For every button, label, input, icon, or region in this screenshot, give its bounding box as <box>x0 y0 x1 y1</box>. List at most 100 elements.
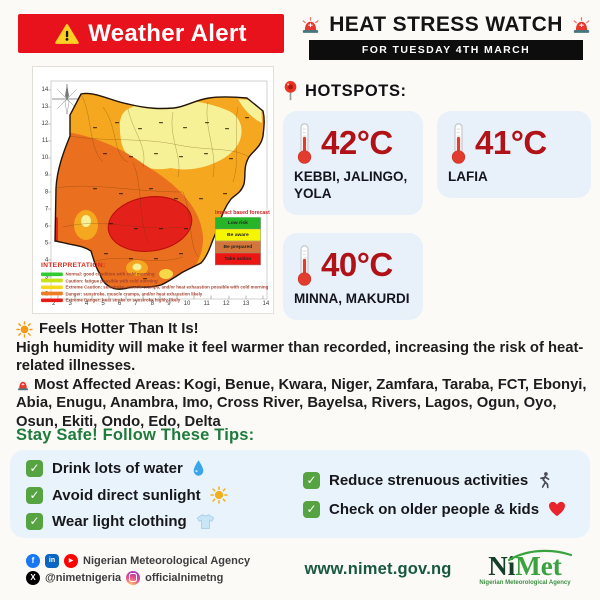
axis-tick-label: 8 <box>44 188 49 195</box>
hotspot-cities: LAFIA <box>448 169 488 184</box>
interpretation-item: Caution: fatigue possible with cold morn… <box>41 278 270 283</box>
axis-tick-label: 7 <box>134 300 138 307</box>
hotspot-temperature: 42°C <box>321 124 393 161</box>
state-boundaries <box>55 93 250 263</box>
check-icon: ✓ <box>26 459 43 477</box>
impact-legend: Impact based forecast Low risk Be aware … <box>215 210 270 266</box>
stay-safe-title: Stay Safe! Follow These Tips: <box>16 426 255 444</box>
logo-tagline: Nigerian Meteorological Agency <box>479 579 571 586</box>
nigeria-outline <box>54 92 265 290</box>
affected-areas: Most Affected Areas: Kogi, Benue, Kwara, … <box>16 376 591 432</box>
hotspot-card: 40°C MINNA, MAKURDI <box>283 232 423 320</box>
interpretation-legend: INTERPRETATION: Normal: good condition w… <box>41 261 270 304</box>
axis-tick-label: 2 <box>52 300 56 307</box>
siren-icon <box>17 381 29 391</box>
axis-tick-label: 7 <box>44 205 49 212</box>
hotspots-section: HOTSPOTS: 42°C KEBBI, JALINGO, YOLA <box>283 80 595 320</box>
legend-swatch <box>41 272 63 276</box>
axis-tick-label: 10 <box>183 300 191 307</box>
advisory-section: Feels Hotter Than It Is! High humidity w… <box>16 320 591 432</box>
interpretation-item: Normal: good condition with cold morning <box>41 271 270 277</box>
state-label-marks <box>93 117 249 280</box>
droplet-icon <box>193 460 204 476</box>
tip-item: ✓ Avoid direct sunlight <box>26 486 281 504</box>
youtube-icon[interactable]: ▶ <box>64 553 78 568</box>
legend-swatch <box>41 298 63 302</box>
linkedin-icon[interactable]: in <box>45 553 59 568</box>
axis-tick-label: 4 <box>44 256 49 264</box>
impact-legend-item: Be prepared <box>215 241 261 254</box>
axis-tick-label: 4 <box>84 300 89 307</box>
watch-header: HEAT STRESS WATCH FOR TUESDAY 4TH MARCH <box>298 13 594 60</box>
facebook-icon[interactable]: f <box>26 553 40 568</box>
humidity-note: High humidity will make it feel warmer t… <box>16 339 584 375</box>
x-handle[interactable]: @nimetnigeria <box>45 571 122 584</box>
axis-tick-label: 9 <box>44 171 49 178</box>
interpretation-item: Danger: sunstroke, muscle cramps, and/or… <box>41 291 270 296</box>
siren-icon <box>573 17 590 33</box>
map-region-low-risk <box>119 99 242 170</box>
affected-areas-list: Kogi, Benue, Kwara, Niger, Zamfara, Tara… <box>16 376 587 430</box>
axis-tick-label: 13 <box>242 300 250 307</box>
tip-item: ✓ Drink lots of water <box>26 459 281 477</box>
feels-hotter-title: Feels Hotter Than It Is! <box>39 321 199 337</box>
hotspot-card: 42°C KEBBI, JALINGO, YOLA <box>283 111 423 215</box>
siren-icon <box>302 17 319 33</box>
thermometer-icon <box>297 123 312 164</box>
sun-icon <box>16 321 33 338</box>
plot-frame <box>50 80 268 300</box>
interpretation-item: Extreme Danger: heat stroke or sunstroke… <box>41 297 270 303</box>
hotspot-cities: KEBBI, JALINGO, YOLA <box>294 169 408 201</box>
footer: f in ▶ Nigerian Meteorological Agency X … <box>0 546 600 600</box>
x-twitter-icon[interactable]: X <box>26 570 40 585</box>
instagram-icon[interactable] <box>126 570 141 585</box>
website-link[interactable]: www.nimet.gov.ng <box>304 559 452 578</box>
impact-legend-item: Take action <box>215 253 261 266</box>
impact-legend-title: Impact based forecast <box>215 210 270 216</box>
map-patch-south-east <box>159 269 173 279</box>
map-pin-icon <box>284 81 297 101</box>
tips-box: ✓ Drink lots of water ✓ Avoid direct sun… <box>10 450 590 538</box>
heat-map-panel: 14 13 12 11 10 9 8 7 6 5 4 3 2 2 3 4 5 6 7 8 9 10 11 12 13 14 Im… <box>32 66 274 314</box>
tip-item: ✓ Reduce strenuous activities <box>303 470 566 490</box>
axis-tick-label: 13 <box>41 103 49 110</box>
sun-icon <box>209 486 228 504</box>
axis-tick-label: 5 <box>44 239 49 247</box>
logo-met: Met <box>515 550 562 581</box>
thermometer-icon <box>297 244 312 286</box>
axis-tick-label: 14 <box>262 300 270 307</box>
x-axis-tick-marks <box>57 295 264 299</box>
agency-name: Nigerian Meteorological Agency <box>83 554 251 567</box>
weather-alert-label: Weather Alert <box>88 19 247 47</box>
check-icon: ✓ <box>303 471 320 489</box>
affected-areas-label: Most Affected Areas: <box>34 376 181 393</box>
check-icon: ✓ <box>26 513 43 530</box>
hotspots-title: HOTSPOTS: <box>305 81 407 100</box>
thermometer-icon <box>451 123 466 164</box>
logo-swoosh <box>508 549 572 561</box>
warning-icon <box>55 23 79 44</box>
map-patch-sw-core <box>81 215 91 227</box>
legend-swatch <box>41 285 63 289</box>
hotspot-temperature: 41°C <box>475 124 547 161</box>
legend-swatch <box>41 278 63 283</box>
map-patch-south-core <box>132 263 142 271</box>
axis-tick-label: 3 <box>44 273 49 281</box>
instagram-handle[interactable]: officialnimetng <box>145 571 224 584</box>
axis-tick-label: 9 <box>167 300 171 307</box>
axis-tick-label: 14 <box>41 86 49 93</box>
check-icon: ✓ <box>303 500 320 518</box>
axis-tick-label: 12 <box>222 300 230 307</box>
logo-ni: Ni <box>488 550 516 581</box>
nimet-logo: NiMet Nigerian Meteorological Agency <box>466 549 584 586</box>
social-block: f in ▶ Nigerian Meteorological Agency X … <box>26 551 290 588</box>
map-region-extreme <box>107 196 193 252</box>
impact-legend-item: Low risk <box>215 217 261 230</box>
axis-tick-label: 6 <box>44 222 49 229</box>
interpretation-title: INTERPRETATION: <box>41 261 106 269</box>
axis-tick-label: 3 <box>68 300 72 307</box>
watch-title: HEAT STRESS WATCH <box>329 13 563 36</box>
tip-item: ✓ Check on older people & kids <box>303 499 566 519</box>
hotspot-card: 41°C LAFIA <box>437 111 591 198</box>
